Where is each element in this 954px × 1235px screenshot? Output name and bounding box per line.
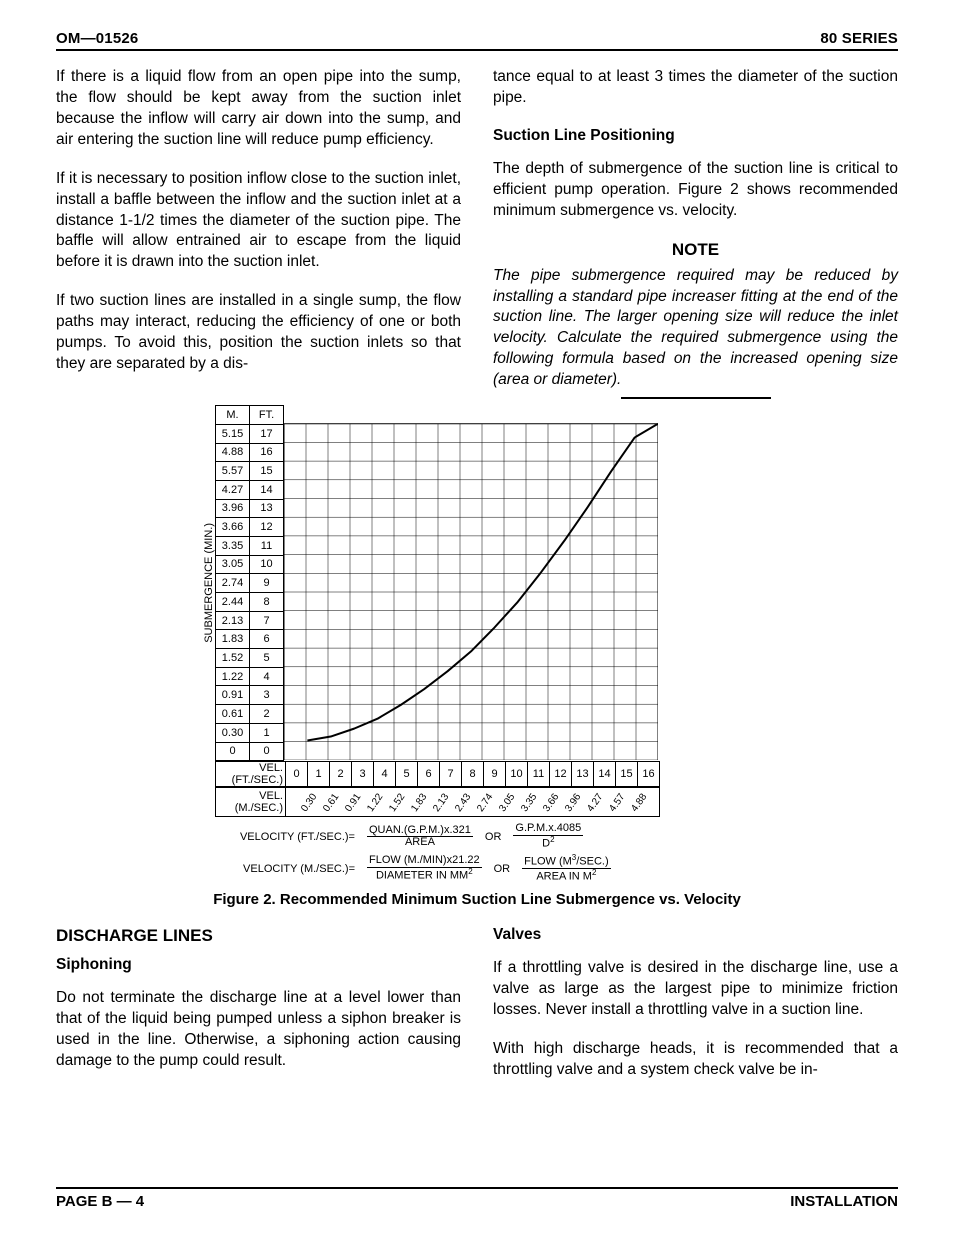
submergence-chart: SUBMERGENCE (MIN.) M.FT.5.15174.88165.57… (197, 405, 757, 883)
formula-2: G.P.M.x.4085 D2 (513, 823, 583, 850)
chart-y-axis-table: M.FT.5.15174.88165.57154.27143.96133.661… (215, 405, 284, 761)
subhead-suction-positioning: Suction Line Positioning (493, 127, 898, 145)
note-title: NOTE (493, 240, 898, 260)
chart-x-axis-ft: VEL.(FT./SEC.)012345678910111213141516 (215, 761, 660, 787)
formula-or-1: OR (485, 831, 502, 843)
footer-left: PAGE B — 4 (56, 1193, 144, 1210)
page: OM—01526 80 SERIES If there is a liquid … (0, 0, 954, 1235)
p-col1-3: If two suction lines are installed in a … (56, 291, 461, 375)
figure-caption: Figure 2. Recommended Minimum Suction Li… (56, 891, 898, 908)
col-right-lower: Valves If a throttling valve is desired … (493, 920, 898, 1081)
note-body: The pipe submergence required may be red… (493, 266, 898, 392)
header-left: OM—01526 (56, 30, 138, 47)
formula-4: FLOW (M3/SEC.) AREA IN M2 (522, 854, 611, 883)
p-col1-2: If it is necessary to position inflow cl… (56, 169, 461, 274)
p-siphoning: Do not terminate the discharge line at a… (56, 988, 461, 1072)
subhead-valves: Valves (493, 926, 898, 944)
footer-right: INSTALLATION (790, 1193, 898, 1210)
col-left-lower: DISCHARGE LINES Siphoning Do not termina… (56, 920, 461, 1081)
p-col1-1: If there is a liquid flow from an open p… (56, 67, 461, 151)
p-valves-2: With high discharge heads, it is recomme… (493, 1039, 898, 1081)
chart-y-axis-label: SUBMERGENCE (MIN.) (197, 523, 215, 643)
p-valves-1: If a throttling valve is desired in the … (493, 958, 898, 1021)
page-footer: PAGE B — 4 INSTALLATION (56, 1187, 898, 1210)
formula-or-2: OR (494, 863, 511, 875)
top-columns: If there is a liquid flow from an open p… (56, 67, 898, 399)
bottom-columns: DISCHARGE LINES Siphoning Do not termina… (56, 920, 898, 1081)
p-col2-1: tance equal to at least 3 times the diam… (493, 67, 898, 109)
chart-x-axis-m: VEL.(M./SEC.)0.300.610.911.221.521.832.1… (215, 787, 660, 817)
chart-plot (284, 405, 658, 761)
formula-3: FLOW (M./MIN)x21.22 DIAMETER IN MM2 (367, 855, 482, 882)
heading-discharge-lines: DISCHARGE LINES (56, 926, 461, 946)
p-col2-2: The depth of submergence of the suction … (493, 159, 898, 222)
formula-1: QUAN.(G.P.M.)x.321 AREA (367, 825, 473, 849)
formula-label-m: VELOCITY (M./SEC.)= (215, 863, 355, 875)
col-right: tance equal to at least 3 times the diam… (493, 67, 898, 399)
page-header: OM—01526 80 SERIES (56, 30, 898, 51)
header-right: 80 SERIES (820, 30, 898, 47)
formula-label-ft: VELOCITY (FT./SEC.)= (215, 831, 355, 843)
col-left: If there is a liquid flow from an open p… (56, 67, 461, 399)
chart-formulas: VELOCITY (FT./SEC.)= QUAN.(G.P.M.)x.321 … (215, 823, 757, 883)
note-rule (621, 397, 771, 399)
subhead-siphoning: Siphoning (56, 956, 461, 974)
